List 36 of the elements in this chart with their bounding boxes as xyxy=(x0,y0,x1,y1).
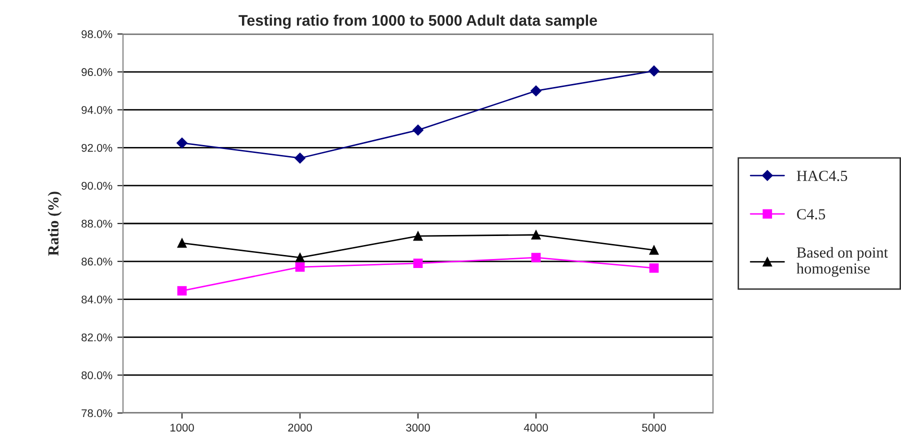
point xyxy=(295,252,305,262)
point xyxy=(531,230,541,240)
x-tick-label: 3000 xyxy=(406,424,430,432)
point xyxy=(294,152,306,164)
legend-label: Based on point homogenise xyxy=(796,246,888,277)
point xyxy=(177,286,187,296)
point xyxy=(648,66,660,76)
legend-label: HAC4.5 xyxy=(796,170,848,182)
y-tick-label: 86.0% xyxy=(82,258,112,266)
y-tick-label: 96.0% xyxy=(82,68,112,76)
y-tick-label: 94.0% xyxy=(82,106,112,114)
point xyxy=(531,252,541,262)
point xyxy=(177,238,187,248)
x-tick-label: 1000 xyxy=(170,424,194,432)
y-tick-label: 92.0% xyxy=(82,144,112,152)
point xyxy=(413,258,423,268)
y-tick-label: 88.0% xyxy=(82,220,112,228)
point xyxy=(176,138,188,148)
y-tick-label: 82.0% xyxy=(82,333,112,342)
point xyxy=(412,124,424,136)
y-tick-label: 98.0% xyxy=(82,30,112,38)
x-tick-label: 5000 xyxy=(642,424,666,432)
y-tick-label: 78.0% xyxy=(82,409,112,418)
y-axis-title: Ratio (%) xyxy=(48,192,62,256)
chart-title: Testing ratio from 1000 to 5000 Adult data sample xyxy=(238,14,598,29)
point xyxy=(295,262,305,272)
point xyxy=(649,245,659,255)
point xyxy=(413,231,423,241)
x-tick-label: 2000 xyxy=(288,424,312,432)
point xyxy=(530,85,542,96)
legend-label: C4.5 xyxy=(797,209,826,220)
y-tick-label: 80.0% xyxy=(82,371,112,380)
y-tick-label: 90.0% xyxy=(82,182,112,190)
y-tick-label: 84.0% xyxy=(82,296,112,304)
x-tick-label: 4000 xyxy=(524,424,548,432)
point xyxy=(649,263,659,273)
